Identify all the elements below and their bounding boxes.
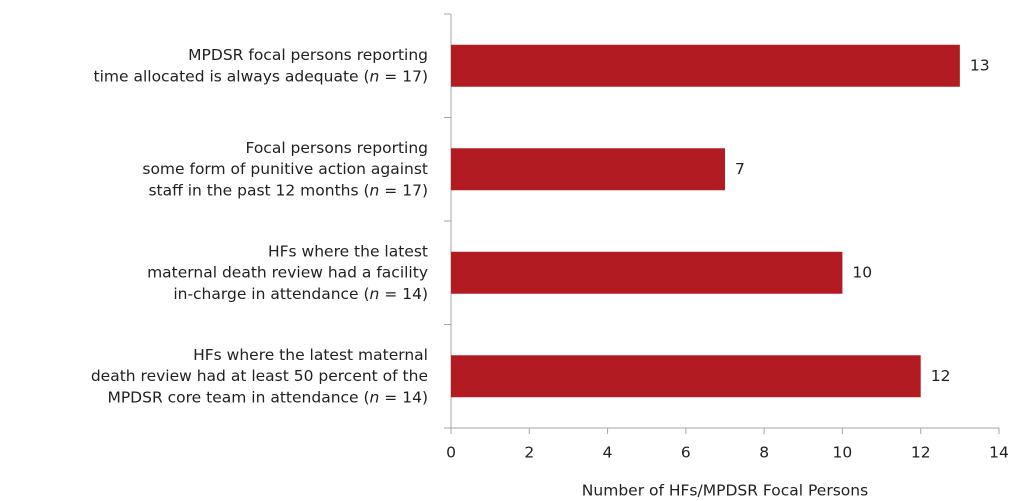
x-axis-title: Number of HFs/MPDSR Focal Persons (582, 482, 868, 500)
category-label: some form of punitive action against (142, 160, 428, 178)
x-tick-label: 8 (759, 444, 769, 462)
category-label: death review had at least 50 percent of … (91, 367, 428, 385)
category-label: Focal persons reporting (245, 139, 428, 157)
category-label: time allocated is always adequate (n = 1… (94, 67, 428, 85)
bar (451, 148, 725, 191)
x-tick-label: 4 (603, 444, 613, 462)
category-label: HFs where the latest (268, 242, 428, 260)
value-label: 13 (970, 56, 990, 74)
x-tick-label: 14 (989, 444, 1009, 462)
category-label: maternal death review had a facility (147, 263, 428, 281)
category-label: in-charge in attendance (n = 14) (173, 284, 428, 302)
value-label: 12 (931, 367, 951, 385)
bar (451, 251, 843, 294)
x-tick-label: 0 (446, 444, 456, 462)
x-tick-label: 10 (833, 444, 853, 462)
category-label: MPDSR core team in attendance (n = 14) (107, 388, 428, 406)
category-label: MPDSR focal persons reporting (188, 46, 428, 64)
x-tick-label: 12 (911, 444, 931, 462)
x-tick-label: 2 (524, 444, 534, 462)
x-tick-label: 6 (681, 444, 691, 462)
bar (451, 355, 921, 398)
category-label: staff in the past 12 months (n = 17) (148, 181, 428, 199)
value-label: 7 (735, 160, 745, 178)
bar (451, 44, 960, 87)
value-label: 10 (852, 263, 872, 281)
category-label: HFs where the latest maternal (193, 346, 428, 364)
